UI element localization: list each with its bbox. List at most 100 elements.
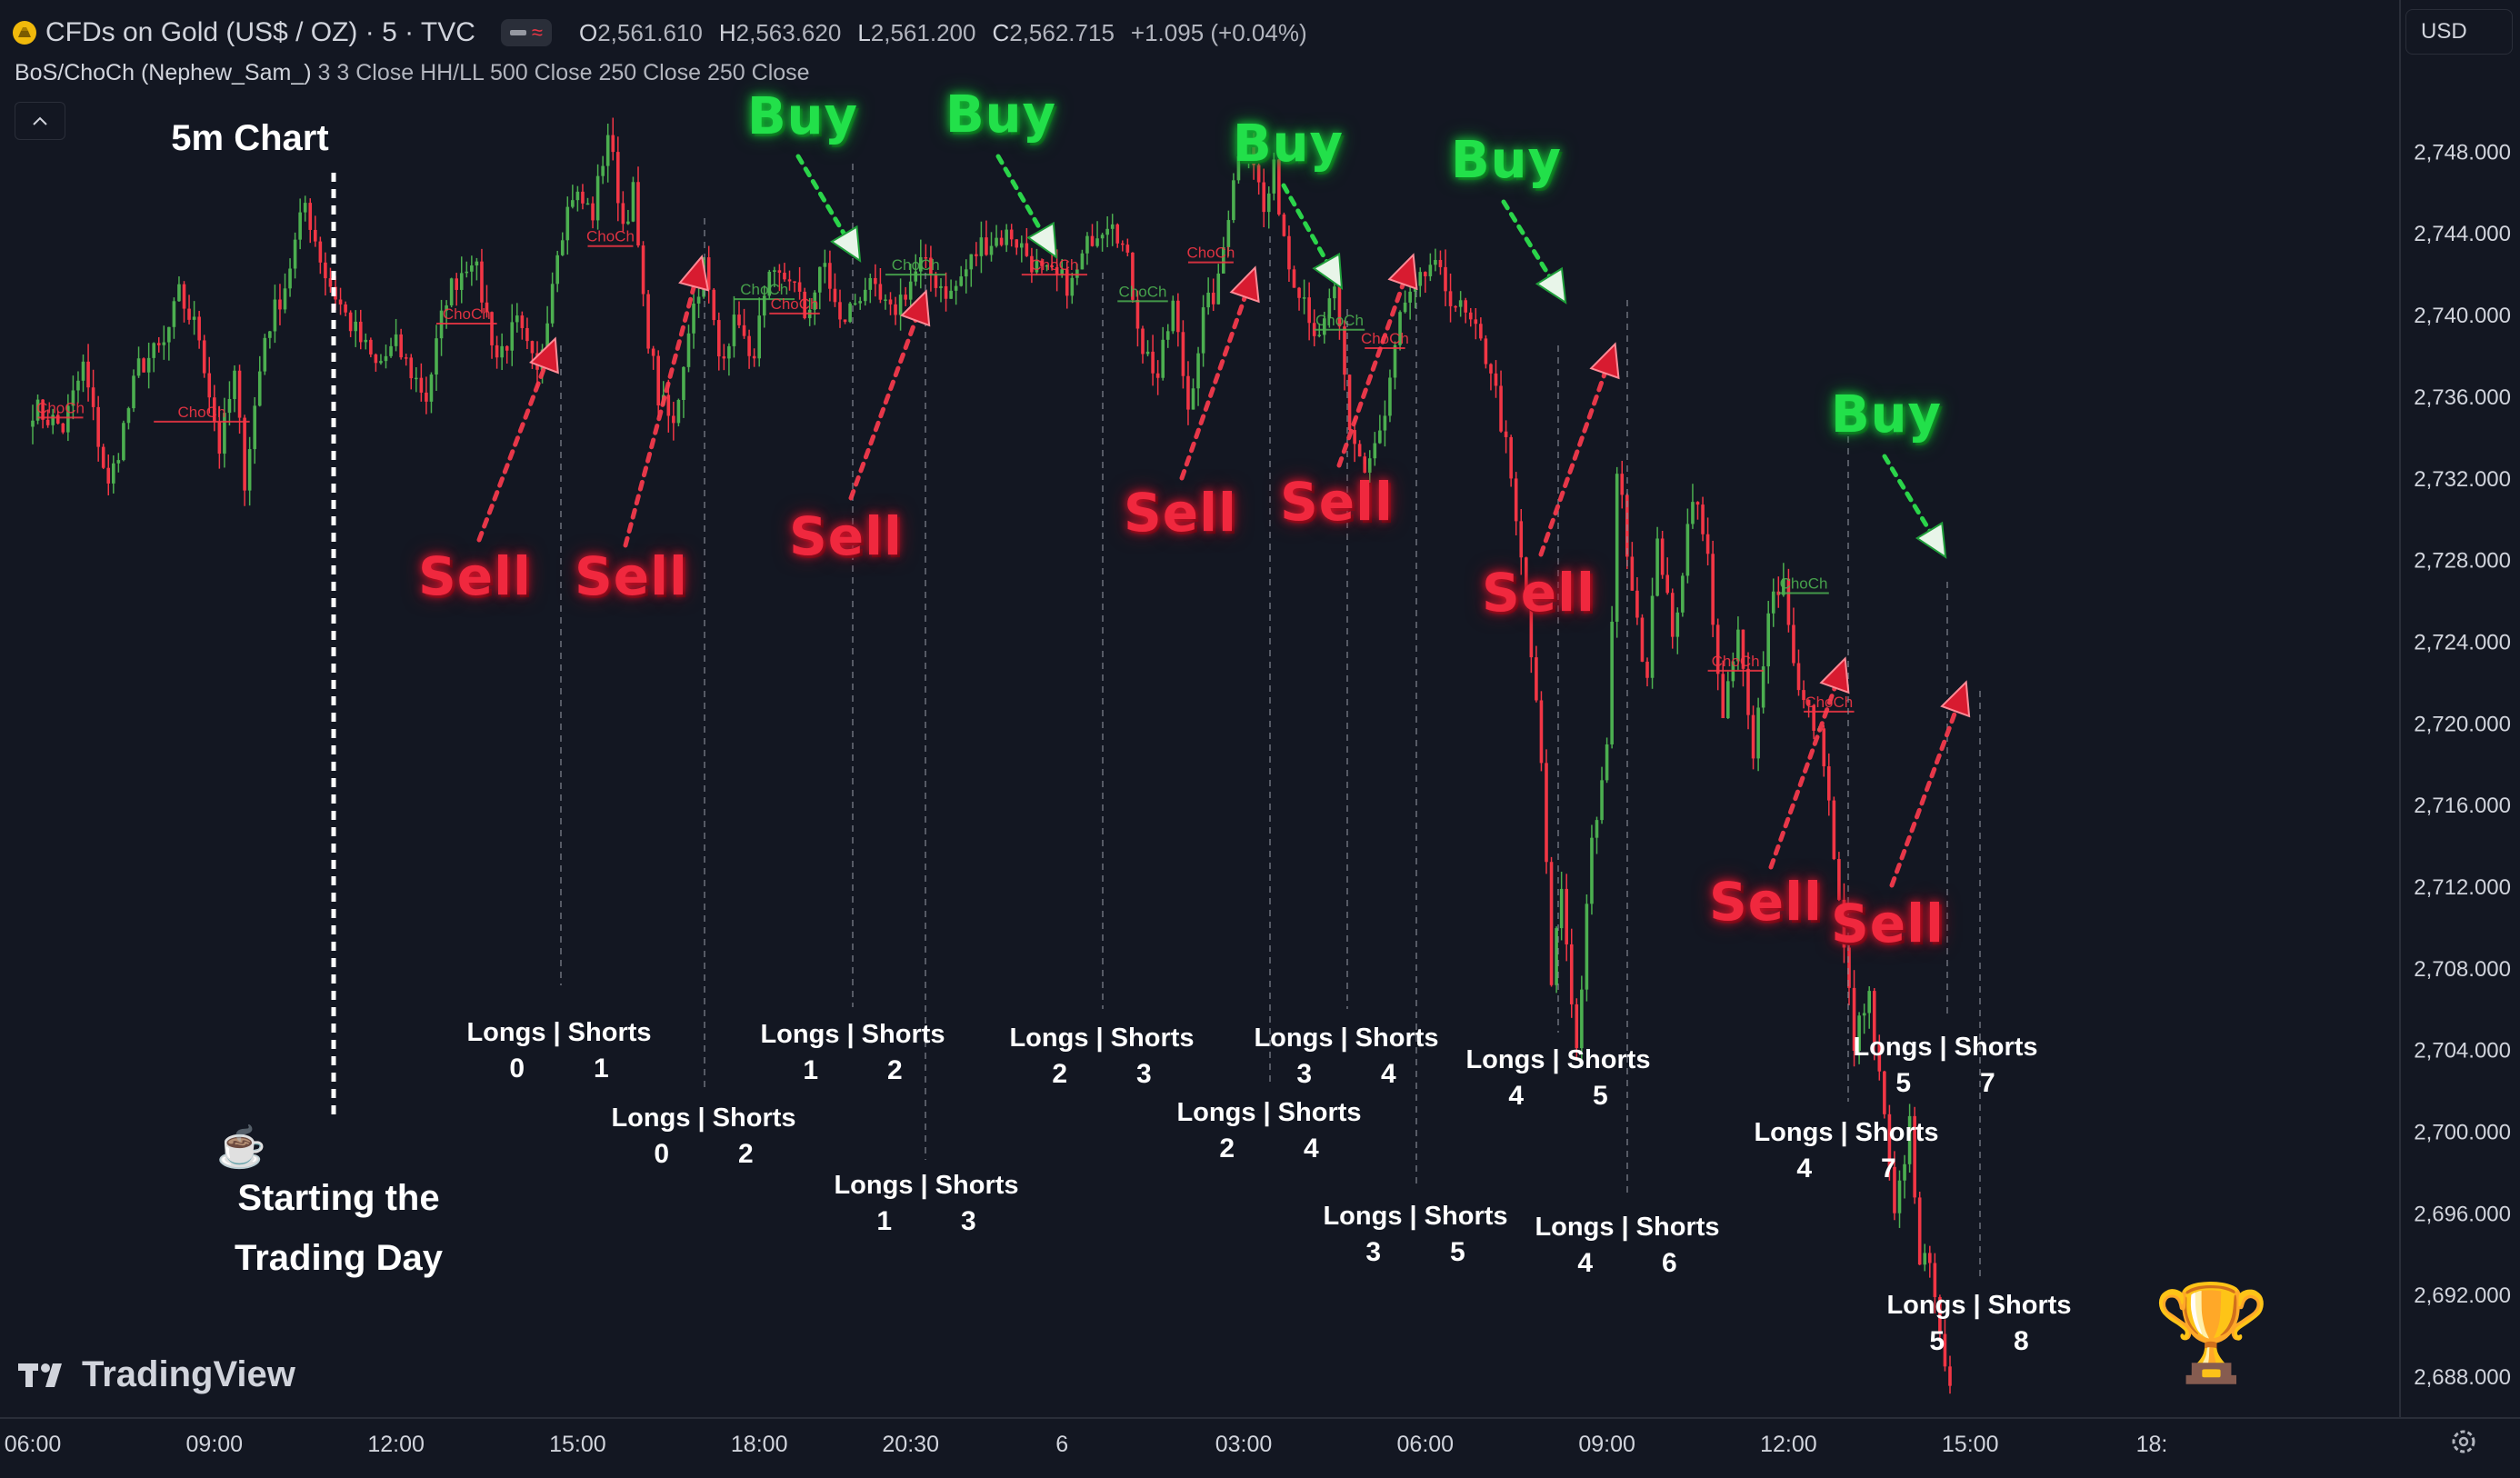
candle-body bbox=[1887, 1113, 1892, 1167]
candle-body bbox=[692, 303, 695, 334]
candle-body bbox=[1145, 351, 1150, 355]
candle-body bbox=[717, 320, 721, 357]
x-tick-label: 15:00 bbox=[549, 1432, 606, 1457]
y-tick-label: 2,708.000 bbox=[2414, 957, 2511, 982]
candle-body bbox=[1635, 590, 1639, 618]
candle-body bbox=[722, 356, 726, 359]
candle-body bbox=[207, 373, 212, 398]
trade-tally: Longs | Shorts 4 5 bbox=[1465, 1045, 1651, 1111]
candle-body bbox=[495, 345, 499, 358]
candle-body bbox=[581, 191, 585, 204]
candle-body bbox=[1181, 332, 1185, 376]
candle-body bbox=[1347, 374, 1352, 431]
tradingview-logo[interactable]: TradingView bbox=[18, 1354, 295, 1395]
candle-body bbox=[1650, 595, 1655, 678]
candle-body bbox=[283, 288, 287, 310]
candle-body bbox=[308, 203, 313, 230]
candle-body bbox=[672, 415, 675, 424]
candle-body bbox=[656, 355, 660, 406]
candle-body bbox=[868, 277, 873, 290]
candle-body bbox=[35, 399, 40, 421]
x-tick-label: 15:00 bbox=[1942, 1432, 1999, 1457]
candle-body bbox=[818, 266, 822, 293]
ohlc-close: C2,562.715 bbox=[992, 18, 1115, 46]
candle-body bbox=[550, 284, 555, 324]
candle-body bbox=[1363, 456, 1366, 473]
candle-body bbox=[1938, 1296, 1942, 1334]
candle-body bbox=[1867, 991, 1871, 1014]
candle-body bbox=[545, 323, 549, 350]
candle-body bbox=[959, 276, 963, 286]
x-tick-label: 12:00 bbox=[367, 1432, 425, 1457]
candle-body bbox=[1782, 578, 1785, 595]
candle-body bbox=[1711, 554, 1715, 625]
candle-body bbox=[1367, 458, 1372, 473]
candle-body bbox=[555, 255, 559, 285]
candle-body bbox=[1620, 474, 1625, 495]
candle-body bbox=[1822, 728, 1826, 767]
candle-body bbox=[1792, 624, 1795, 664]
trade-tally: Longs | Shorts 4 6 bbox=[1535, 1213, 1720, 1278]
candle-body bbox=[132, 375, 135, 409]
sell-arrowhead bbox=[1387, 253, 1418, 291]
candle-body bbox=[243, 417, 246, 491]
candle-body bbox=[1418, 272, 1423, 286]
y-tick-label: 2,696.000 bbox=[2414, 1202, 2511, 1226]
candle-body bbox=[172, 301, 176, 327]
candle-body bbox=[1857, 1015, 1861, 1052]
candle-body bbox=[1741, 629, 1745, 669]
indicator-visibility-toggle[interactable]: ≈ bbox=[500, 19, 552, 46]
candle-body bbox=[1555, 928, 1558, 985]
candle-body bbox=[1726, 681, 1730, 719]
candle-body bbox=[848, 303, 852, 323]
candle-body bbox=[81, 361, 85, 381]
candle-body bbox=[136, 358, 141, 376]
candle-body bbox=[732, 315, 736, 346]
candle-body bbox=[1948, 1366, 1952, 1386]
x-tick-label: 09:00 bbox=[1578, 1432, 1635, 1457]
y-tick-label: 2,724.000 bbox=[2414, 630, 2511, 654]
candle-body bbox=[1529, 600, 1534, 658]
indicator-name[interactable]: BoS/ChoCh (Nephew_Sam_) bbox=[15, 60, 312, 85]
candle-body bbox=[419, 377, 424, 393]
sell-arrowhead bbox=[1819, 656, 1850, 694]
indicator-legend[interactable]: BoS/ChoCh (Nephew_Sam_) 3 3 Close HH/LL … bbox=[15, 60, 810, 86]
trade-tally: Longs | Shorts 2 4 bbox=[1176, 1098, 1362, 1163]
sell-signal-label: Sell bbox=[1280, 471, 1394, 533]
candle-body bbox=[1872, 991, 1876, 1043]
candle-body bbox=[888, 299, 893, 305]
candle-body bbox=[1913, 1115, 1916, 1198]
candle-body bbox=[1216, 273, 1221, 305]
candle-body bbox=[1438, 259, 1443, 267]
collapse-legend-button[interactable] bbox=[15, 102, 65, 140]
candle-body bbox=[1458, 300, 1463, 307]
candle-body bbox=[631, 182, 635, 222]
candle-body bbox=[752, 355, 756, 359]
ohlc-open: O2,561.610 bbox=[578, 18, 703, 46]
candle-body bbox=[1484, 338, 1488, 365]
symbol-title[interactable]: CFDs on Gold (US$ / OZ) · 5 · TVC bbox=[45, 17, 475, 47]
candle-body bbox=[429, 374, 434, 402]
x-tick-label: 18: bbox=[2136, 1432, 2168, 1457]
candle-body bbox=[263, 337, 267, 372]
candle-body bbox=[1005, 229, 1008, 245]
start-day-label-line2: Trading Day bbox=[235, 1238, 443, 1278]
candle-body bbox=[1398, 312, 1402, 345]
candle-body bbox=[364, 339, 368, 343]
candle-body bbox=[197, 316, 201, 341]
candle-body bbox=[591, 203, 595, 221]
candle-body bbox=[924, 256, 928, 259]
candle-body bbox=[1434, 259, 1437, 265]
candle-body bbox=[1206, 292, 1210, 308]
candle-body bbox=[1115, 224, 1120, 244]
candle-body bbox=[338, 299, 343, 305]
candle-body bbox=[177, 284, 181, 302]
candle-body bbox=[369, 339, 373, 355]
candle-body bbox=[1191, 388, 1195, 410]
currency-button[interactable]: USD bbox=[2405, 9, 2513, 55]
candle-body bbox=[505, 345, 509, 351]
gear-icon[interactable] bbox=[2447, 1425, 2480, 1458]
candle-body bbox=[1883, 1071, 1886, 1114]
